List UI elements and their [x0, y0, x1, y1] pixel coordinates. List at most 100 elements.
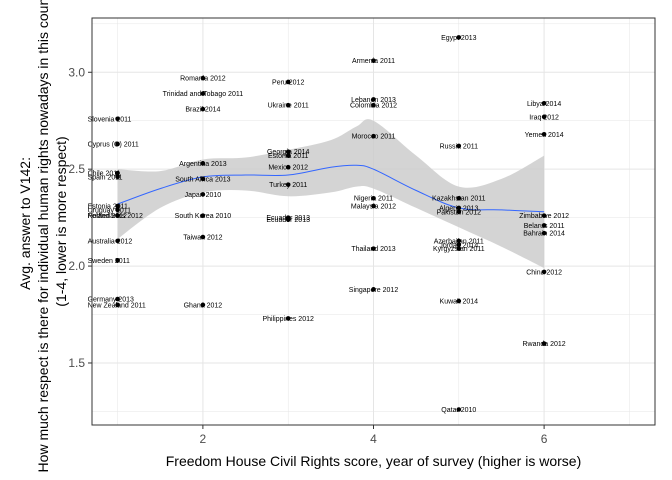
point-label: South Africa 2013	[175, 176, 230, 183]
point-label: Slovenia 2011	[88, 116, 132, 123]
point-label: Malaysia 2012	[351, 203, 396, 210]
data-points	[115, 35, 547, 412]
y-axis-title-line-1: Avg. answer to V142:	[17, 157, 33, 290]
point-label: Sweden 2011	[88, 258, 130, 265]
point-label: Iraq 2012	[529, 114, 559, 121]
data-point	[371, 246, 376, 251]
data-point	[371, 97, 376, 102]
point-label: Yemen 2014	[525, 132, 564, 139]
y-axis-title-line-2: How much respect is there for individual…	[35, 0, 51, 472]
data-point	[371, 133, 376, 139]
data-point	[541, 230, 547, 236]
point-label: Spain 2011	[88, 174, 123, 181]
data-point	[200, 106, 206, 112]
data-point	[456, 205, 462, 211]
data-point	[541, 223, 547, 228]
point-label: Egypt 2013	[441, 35, 477, 42]
point-label: Ecuador 2013	[266, 215, 310, 222]
point-label: Belarus 2011	[524, 223, 565, 230]
point-label: China 2012	[526, 269, 562, 276]
data-point	[371, 102, 376, 108]
smooth-trend-line	[117, 164, 545, 213]
point-label: Kuwait 2014	[440, 298, 479, 305]
point-label: Nigeria 2011	[354, 196, 393, 203]
data-point	[285, 149, 291, 155]
point-label: Estonia 2011	[88, 203, 128, 210]
data-point	[541, 100, 547, 106]
point-label: Mexico 2012	[268, 165, 308, 172]
data-point	[115, 213, 120, 218]
data-point	[200, 302, 206, 308]
confidence-ribbon-group	[117, 119, 545, 269]
data-point	[541, 213, 547, 218]
data-point	[115, 257, 120, 263]
point-label: Lebanon 2013	[351, 97, 396, 104]
data-point	[285, 316, 291, 321]
point-label: Chile 2011	[88, 171, 121, 178]
point-label: Ecuador 2013	[266, 217, 310, 224]
data-point	[371, 203, 376, 209]
data-point	[456, 195, 462, 201]
point-label: Australia 2012	[88, 238, 133, 245]
point-label: Bahrain 2014	[523, 231, 565, 238]
confidence-ribbon	[117, 119, 545, 269]
y-tick-label: 1.5	[68, 356, 85, 370]
data-point	[541, 131, 547, 137]
data-point	[456, 298, 462, 304]
data-point	[456, 242, 462, 248]
point-label: Ghana 2012	[184, 302, 223, 309]
point-label: Ukraine 2011	[268, 103, 309, 110]
data-point	[371, 195, 376, 201]
data-point	[456, 407, 462, 412]
point-label: Romania 2012	[180, 76, 226, 83]
data-point	[285, 182, 291, 187]
point-label: Russia 2011	[440, 143, 479, 150]
point-label: Cyprus (G) 2011	[88, 141, 139, 148]
point-label: Libya 2014	[527, 101, 561, 108]
data-point	[200, 213, 206, 218]
data-point	[115, 296, 120, 302]
point-labels: Egypt 2013 Armenia 2011 Romania 2012 Peru 2…	[88, 35, 570, 414]
point-label: Thailand 2013	[351, 246, 395, 253]
data-point	[285, 79, 291, 85]
point-label: Rwanda 2012	[523, 341, 566, 348]
data-point	[456, 35, 462, 40]
point-label: Turkey 2011	[269, 182, 307, 189]
data-point	[541, 114, 547, 120]
data-point	[456, 143, 462, 149]
point-label: Estonia 2011	[268, 153, 308, 160]
data-point	[200, 91, 206, 96]
y-tick-label: 3.0	[68, 65, 85, 79]
data-point	[115, 174, 120, 180]
point-label: Georgia 2014	[267, 149, 310, 156]
point-label: Trinidad and Tobago 2011	[163, 91, 244, 98]
point-label: South Korea 2010	[175, 213, 232, 220]
data-point	[285, 217, 291, 222]
point-label: Qatar 2010	[441, 407, 476, 414]
point-label: Japan 2010	[185, 192, 222, 199]
x-tick-label: 6	[541, 432, 548, 446]
point-label: Taiwan 2012	[183, 235, 222, 242]
point-label: Morocco 2011	[352, 134, 396, 141]
data-point	[371, 287, 376, 292]
data-point	[115, 141, 120, 147]
point-label: Algeria 2013	[439, 205, 478, 212]
data-point	[200, 161, 206, 166]
axes: 2 4 6 1.5 2.0 2.5 3.0	[68, 65, 547, 446]
data-point	[541, 269, 547, 275]
point-label: Armenia 2011	[352, 58, 395, 65]
x-tick-label: 2	[200, 432, 207, 446]
data-point	[371, 58, 376, 63]
point-label: Argentina 2013	[179, 161, 227, 168]
point-label: Jordan 2014	[439, 242, 478, 249]
data-point	[115, 170, 120, 176]
point-label: Singapore 2012	[349, 287, 399, 294]
data-point	[115, 302, 120, 308]
data-point	[200, 192, 206, 197]
data-point	[200, 75, 206, 81]
point-label: Brazil 2014	[185, 107, 220, 114]
point-label: Zimbabwe 2012	[519, 213, 569, 220]
data-point	[200, 234, 206, 240]
point-label: New Zealand 2011	[88, 302, 146, 309]
